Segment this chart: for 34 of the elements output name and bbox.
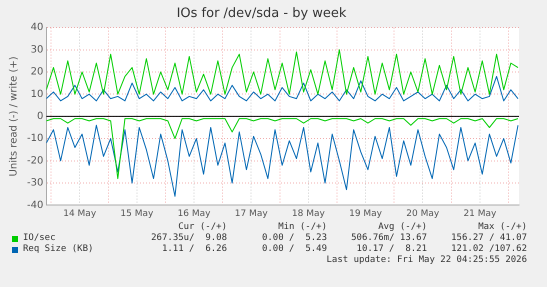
text: 0.00 / 5.23 (260, 233, 327, 244)
text: 506.76m/ 13.67 (350, 233, 427, 244)
y-tick-label: 40 (30, 22, 44, 34)
y-tick-label: -10 (26, 133, 44, 144)
text: Avg (-/+) (377, 222, 427, 233)
y-tick-label: 0 (36, 110, 44, 122)
x-tick-label: 15 May (120, 208, 154, 219)
text: 121.02 /107.62 (450, 244, 527, 255)
text: Cur (-/+) (177, 222, 227, 233)
x-tick-label: 14 May (63, 208, 97, 219)
text: 10.17 / 8.21 (356, 244, 427, 255)
text: 156.27 / 41.07 (450, 233, 527, 244)
legend-label: IO/sec (23, 233, 56, 244)
x-tick-label: 21 May (463, 208, 498, 219)
x-tick-label: 19 May (349, 208, 383, 219)
y-tick-label: 10 (30, 88, 44, 100)
y-tick-label: 30 (30, 44, 44, 56)
y-tick-label: 20 (30, 66, 44, 78)
legend-label: Req Size (KB) (23, 244, 94, 255)
x-tick-label: 17 May (234, 208, 268, 219)
x-tick-label: 20 May (406, 208, 440, 219)
x-tick-label: 16 May (178, 208, 212, 219)
y-tick-label: -20 (26, 155, 44, 166)
text: 0.00 / 5.49 (260, 244, 327, 255)
y-tick-label: -40 (26, 200, 44, 211)
text: 1.11 / 6.26 (160, 244, 227, 255)
text: Max (-/+) (477, 222, 527, 233)
y-tick-label: -30 (26, 178, 44, 189)
x-tick-label: 18 May (292, 208, 326, 219)
text: Last update: Fri May 22 04:25:55 2026 (326, 255, 527, 266)
chart-title: IOs for /dev/sda - by week (176, 6, 347, 22)
text: 267.35u/ 9.08 (150, 233, 227, 244)
text: Min (-/+) (277, 222, 327, 233)
y-axis-title: Units read (-) / write (+) (8, 56, 20, 176)
